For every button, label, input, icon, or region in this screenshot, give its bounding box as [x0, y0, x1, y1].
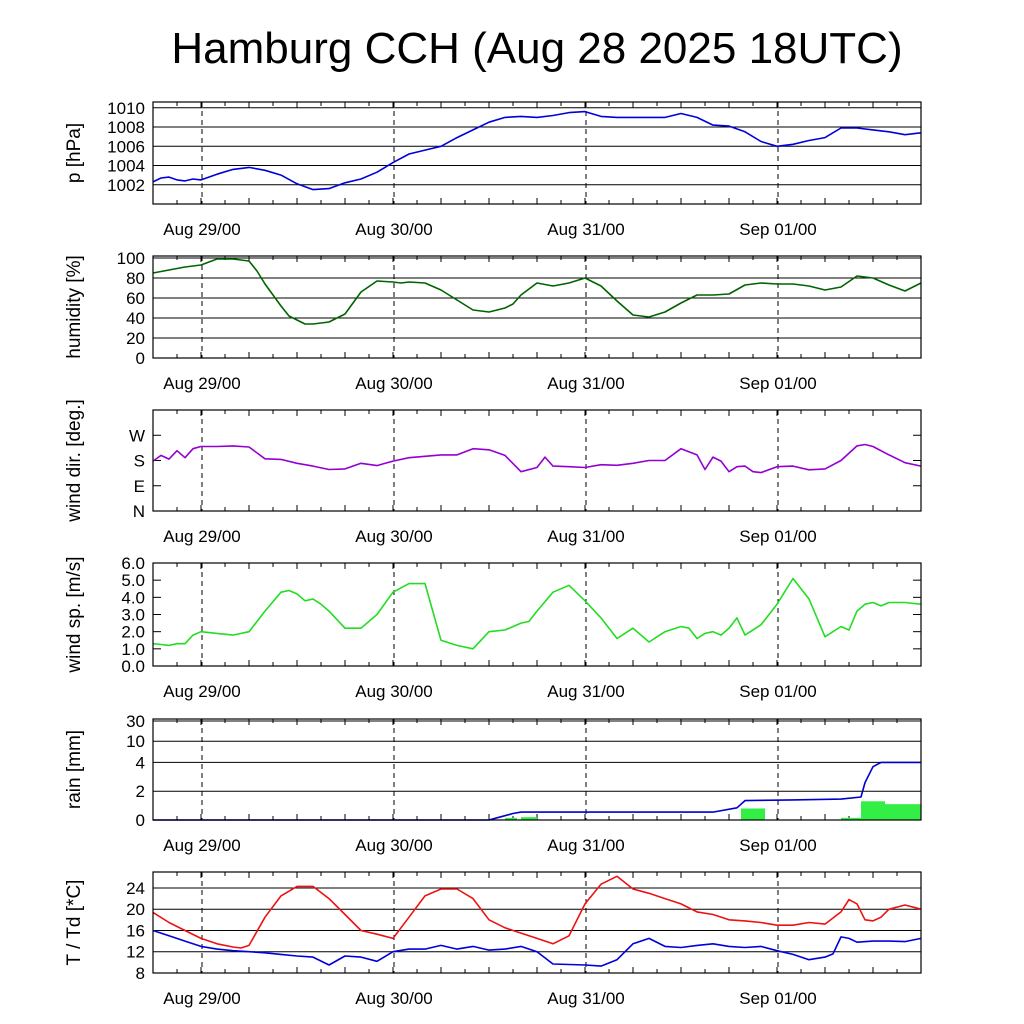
x-tick-label: Aug 30/00 [355, 374, 433, 393]
x-tick-label: Aug 29/00 [163, 989, 241, 1008]
x-tick-label: Aug 30/00 [355, 527, 433, 546]
y-tick-label: 80 [126, 269, 145, 288]
x-tick-label: Sep 01/00 [739, 527, 817, 546]
rain_cumulative-line [153, 761, 921, 821]
x-tick-label: Aug 31/00 [547, 989, 625, 1008]
x-tick-label: Sep 01/00 [739, 374, 817, 393]
panel-frame [152, 871, 922, 974]
y-tick-label: 2 [136, 782, 145, 801]
y-tick-label: 1.0 [121, 640, 145, 659]
x-tick-label: Aug 29/00 [163, 220, 241, 239]
x-tick-label: Aug 30/00 [355, 682, 433, 701]
x-tick-label: Sep 01/00 [739, 682, 817, 701]
y-tick-label: 2.0 [121, 623, 145, 642]
x-tick-label: Aug 30/00 [355, 989, 433, 1008]
y-tick-label: 20 [126, 900, 145, 919]
x-tick-label: Aug 30/00 [355, 836, 433, 855]
rain-bar [521, 817, 537, 820]
y-tick-label: 1006 [107, 137, 145, 156]
y-axis-label: wind sp. [m/s] [64, 556, 85, 673]
x-tick-label: Aug 29/00 [163, 682, 241, 701]
y-axis-label: T / Td [*C] [64, 880, 85, 966]
temperature-line [152, 875, 922, 949]
y-tick-label: 100 [117, 249, 145, 268]
y-tick-label: 5.0 [121, 571, 145, 590]
y-tick-label: 10 [126, 732, 145, 751]
x-tick-label: Aug 31/00 [547, 682, 625, 701]
y-tick-label: 0 [136, 811, 145, 830]
y-tick-label: 24 [126, 879, 145, 898]
wind_speed-line [152, 577, 922, 650]
y-tick-label: 0.0 [121, 657, 145, 676]
y-tick-label: 0 [136, 349, 145, 368]
humidity-line [152, 258, 922, 325]
y-tick-label: N [133, 502, 145, 521]
y-tick-label: 16 [126, 921, 145, 940]
wind_dir-line [152, 443, 922, 474]
y-tick-label: 1004 [107, 157, 145, 176]
y-tick-label: 1010 [107, 99, 145, 118]
chart-title: Hamburg CCH (Aug 28 2025 18UTC) [171, 24, 903, 73]
y-axis-label: p [hPa] [64, 123, 85, 183]
y-tick-label: 1008 [107, 118, 145, 137]
panel-frame [152, 255, 922, 359]
y-tick-label: W [129, 426, 145, 445]
dewpoint-line [152, 929, 922, 967]
y-tick-label: 60 [126, 289, 145, 308]
panel-5: 8 12 16 20 24 T / Td [*C] Aug 29/00 Aug 30/00 Au… [64, 871, 922, 1008]
y-tick-label: 3.0 [121, 606, 145, 625]
y-tick-label: 8 [136, 964, 145, 983]
rain-bar [885, 804, 921, 820]
panel-frame [152, 101, 922, 205]
rain-bar [841, 817, 865, 820]
x-tick-label: Sep 01/00 [739, 836, 817, 855]
y-tick-label: 40 [126, 309, 145, 328]
x-tick-label: Aug 29/00 [163, 836, 241, 855]
panel-frame [152, 409, 922, 512]
x-tick-label: Sep 01/00 [739, 220, 817, 239]
panel-frame [152, 718, 922, 821]
rain-bar [505, 817, 517, 820]
y-axis-label: rain [mm] [64, 730, 85, 809]
rain-bar [861, 801, 885, 820]
y-axis-label: wind dir. [deg.] [64, 399, 85, 523]
x-tick-label: Aug 31/00 [547, 527, 625, 546]
y-axis-label: humidity [%] [64, 255, 85, 358]
pressure-line [152, 110, 922, 191]
panel-frame [152, 562, 922, 667]
x-tick-label: Aug 29/00 [163, 527, 241, 546]
rain-bar [741, 808, 765, 820]
y-tick-label: 1002 [107, 176, 145, 195]
x-tick-label: Aug 29/00 [163, 374, 241, 393]
x-tick-label: Aug 31/00 [547, 836, 625, 855]
panel-3: 0.01.02.03.04.05.06.0 wind sp. [m/s] Aug 2… [64, 554, 922, 701]
y-tick-label: S [134, 452, 145, 471]
y-tick-label: 4 [136, 753, 145, 772]
x-tick-label: Aug 31/00 [547, 220, 625, 239]
y-tick-label: 30 [126, 712, 145, 731]
y-tick-label: 12 [126, 943, 145, 962]
y-tick-label: 20 [126, 329, 145, 348]
y-tick-label: 6.0 [121, 554, 145, 573]
x-tick-label: Aug 31/00 [547, 374, 625, 393]
y-tick-label: 4.0 [121, 588, 145, 607]
x-tick-label: Sep 01/00 [739, 989, 817, 1008]
x-tick-label: Aug 30/00 [355, 220, 433, 239]
y-tick-label: E [134, 477, 145, 496]
